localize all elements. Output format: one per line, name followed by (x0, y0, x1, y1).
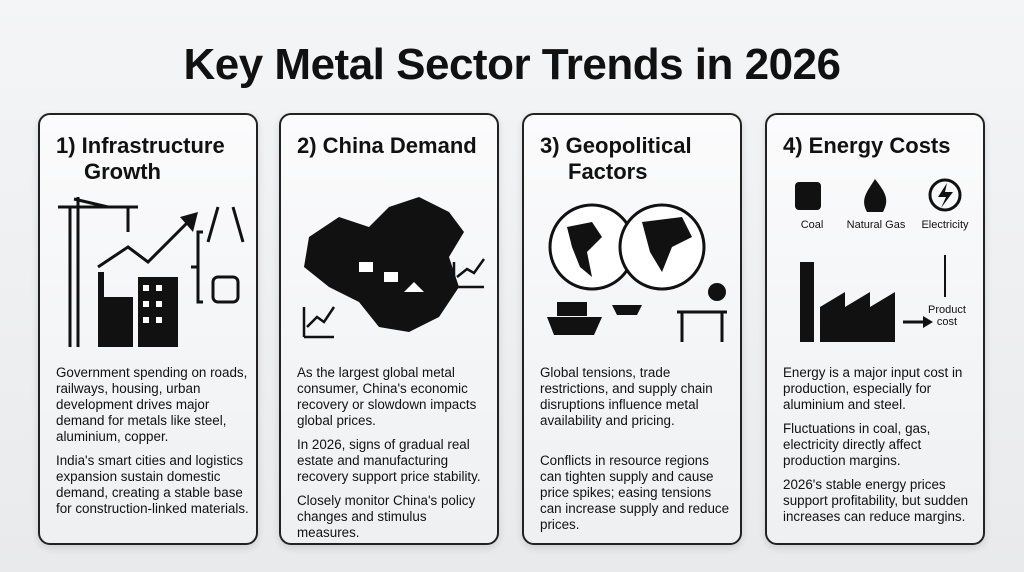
card-china-demand: 2) China Demand As the largest global me… (279, 113, 499, 545)
card-body: As the largest global metal consumer, Ch… (297, 365, 481, 540)
coal-icon (795, 182, 821, 210)
card-body: Global tensions, trade restrictions, and… (540, 365, 730, 532)
card-infrastructure-growth: 1) Infrastructure Growth Government spend… (38, 113, 258, 545)
flame-icon (864, 179, 887, 212)
electricity-icon (928, 178, 962, 212)
globe-icon (547, 203, 727, 342)
card-title: 4) Energy Costs (783, 133, 951, 158)
page-title: Key Metal Sector Trends in 2026 (183, 40, 841, 89)
product-cost-label: Product cost (928, 304, 966, 328)
china-map-icon (302, 197, 486, 339)
construction-crane-icon (58, 197, 245, 347)
natural-gas-label: Natural Gas (846, 219, 906, 231)
card-title: 3) Geopolitical Factors (540, 133, 692, 184)
card-body: Energy is a major input cost in producti… (783, 365, 969, 524)
coal-label: Coal (800, 219, 824, 231)
card-geopolitical-factors: 3) Geopolitical Factors Global tensions, … (522, 113, 742, 545)
card-energy-costs: 4) Energy Costs Coal Natural Gas Electri… (765, 113, 985, 545)
electricity-label: Electricity (921, 219, 969, 231)
card-body: Government spending on roads, railways, … (56, 365, 249, 516)
card-title: 2) China Demand (297, 133, 477, 158)
card-title: 1) Infrastructure Growth (56, 133, 225, 184)
factory-icon (795, 178, 962, 342)
